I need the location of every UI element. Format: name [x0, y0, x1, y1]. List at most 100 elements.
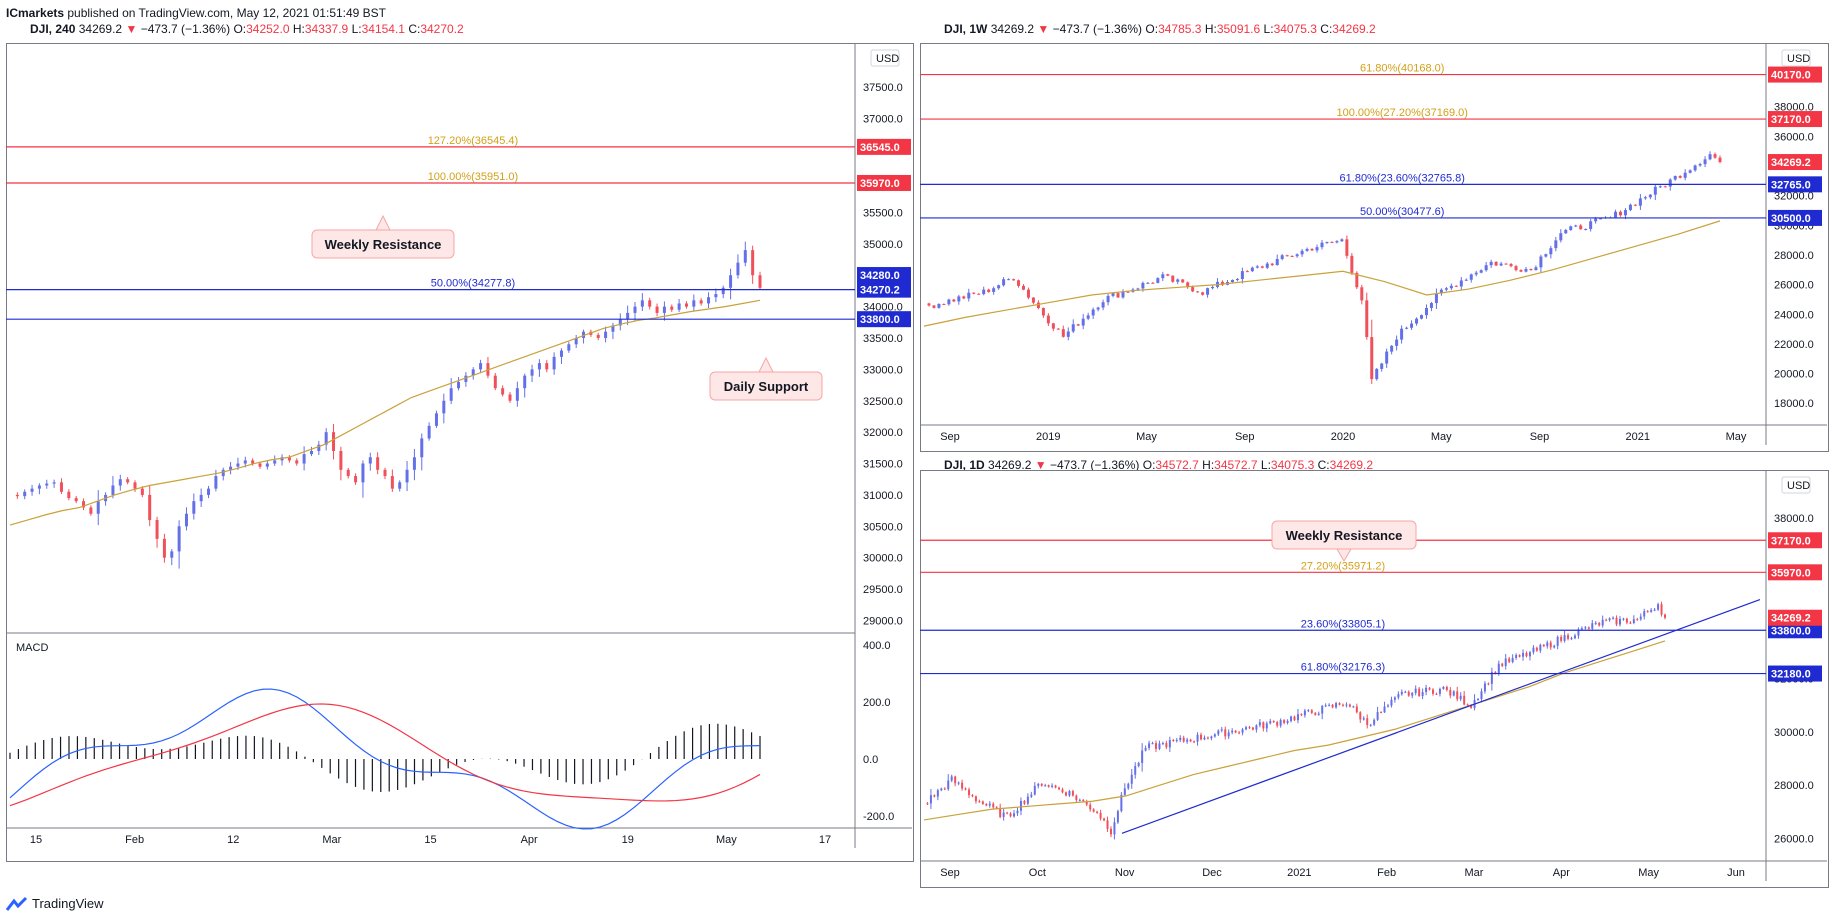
- w1-candle: [1240, 271, 1244, 279]
- w1-candle: [1181, 279, 1185, 283]
- d1-candle: [1078, 799, 1081, 801]
- w1-candle: [1549, 248, 1553, 255]
- h4-candle: [45, 483, 49, 486]
- w1-candle: [1584, 229, 1588, 231]
- w1-candle: [1429, 303, 1433, 308]
- high-value: 35091.6: [1216, 22, 1261, 36]
- h4-candle: [23, 491, 27, 497]
- d1-candle: [929, 795, 932, 804]
- x-tick-label: Oct: [1029, 867, 1046, 879]
- d1-candle: [1168, 740, 1171, 748]
- w1-candle: [1484, 265, 1488, 271]
- d1-candle: [1002, 812, 1005, 817]
- w1-candle: [1206, 288, 1210, 295]
- d1-candle: [1373, 719, 1376, 725]
- w1-candle: [1529, 268, 1533, 271]
- d1-candle: [988, 803, 991, 806]
- h4-candle: [177, 526, 181, 552]
- h4-candle: [449, 388, 453, 401]
- h4-candle: [67, 491, 71, 499]
- d1-candle: [1182, 737, 1185, 742]
- x-tick-label: May: [1638, 867, 1659, 879]
- w1-candle: [1036, 302, 1040, 309]
- d1-candle: [1587, 627, 1590, 629]
- w1-candle: [1410, 323, 1414, 328]
- currency-label: USD: [1787, 53, 1810, 65]
- w1-candle: [1245, 271, 1249, 273]
- d1-candle: [1224, 729, 1227, 737]
- d1-candle: [1490, 671, 1493, 684]
- d1-candle: [1075, 795, 1078, 800]
- d1-candle: [1428, 687, 1431, 690]
- d1-candle: [971, 795, 974, 797]
- d1-candle: [947, 780, 950, 790]
- d1-candle: [985, 803, 988, 806]
- h4-candle: [501, 388, 505, 395]
- price-badge-label: 35970.0: [860, 178, 900, 190]
- d1-candle: [1023, 801, 1026, 804]
- x-tick-label: 15: [424, 834, 436, 846]
- d1-candle: [1522, 652, 1525, 657]
- w1-candle: [1504, 263, 1508, 265]
- low-value: 34075.3: [1273, 22, 1317, 36]
- w1-candle: [1454, 285, 1458, 287]
- chart-panel-w1[interactable]: [920, 43, 1829, 452]
- fib-level-label: 61.80%(23.60%(32765.8): [1340, 172, 1465, 184]
- w1-candle: [1221, 281, 1224, 285]
- h4-candle: [309, 450, 313, 455]
- d1-candle: [1591, 623, 1594, 629]
- d1-candle: [1213, 734, 1216, 737]
- w1-candle: [1673, 175, 1677, 180]
- w1-candle: [1355, 272, 1359, 288]
- d1-candle: [1515, 655, 1518, 658]
- h4-candle: [515, 388, 519, 401]
- d1-candle: [1487, 683, 1490, 685]
- w1-candle: [1688, 170, 1692, 173]
- d1-candle: [1483, 683, 1486, 692]
- legend-h4: DJI, 240 34269.2 ▼ −473.7 (−1.36%) O:342…: [30, 22, 464, 36]
- d1-candle: [1255, 725, 1258, 730]
- x-tick-label: 2021: [1626, 431, 1650, 443]
- w1-candle: [1146, 282, 1150, 284]
- macd-line: [9, 688, 761, 830]
- h4-candle: [692, 300, 696, 307]
- d1-candle: [1608, 618, 1611, 621]
- d1-candle: [1186, 739, 1189, 742]
- y-tick-label: 30000.0: [1774, 727, 1814, 739]
- h4-candle: [155, 520, 159, 539]
- d1-candle: [1296, 714, 1299, 721]
- d1-candle: [1435, 693, 1438, 695]
- d1-candle: [1338, 703, 1341, 705]
- y-tick-label: 37500.0: [863, 82, 903, 94]
- chart-panel-h4[interactable]: [6, 43, 914, 862]
- d1-candle: [1058, 787, 1061, 790]
- w1-candle: [1494, 261, 1498, 266]
- change-arrow-icon: ▼: [125, 22, 138, 36]
- d1-candle: [1206, 737, 1209, 739]
- d1-candle: [995, 807, 998, 809]
- w1-candle: [1385, 351, 1389, 364]
- h4-candle: [530, 369, 534, 376]
- h4-candle: [398, 482, 402, 489]
- h4-candle: [361, 463, 365, 483]
- d1-candle: [1650, 609, 1653, 612]
- d1-candle: [1047, 785, 1050, 787]
- fib-level-label: 127.20%(36545.4): [428, 135, 519, 147]
- d1-candle: [926, 803, 929, 805]
- d1-candle: [1141, 750, 1144, 763]
- callout-box: [1271, 520, 1417, 550]
- x-tick-label: Sep: [1235, 431, 1255, 443]
- d1-candle: [1580, 628, 1583, 630]
- d1-candle: [1137, 762, 1140, 767]
- w1-candle: [1459, 280, 1463, 287]
- d1-candle: [1092, 809, 1095, 812]
- w1-candle: [1653, 186, 1657, 195]
- h4-candle: [751, 250, 755, 276]
- h4-candle: [317, 444, 321, 451]
- last-price: 34269.2: [988, 458, 1032, 472]
- d1-candle: [1456, 691, 1459, 700]
- d1-candle: [1179, 737, 1182, 741]
- d1-candle: [1054, 785, 1057, 788]
- d1-candle: [1563, 635, 1566, 641]
